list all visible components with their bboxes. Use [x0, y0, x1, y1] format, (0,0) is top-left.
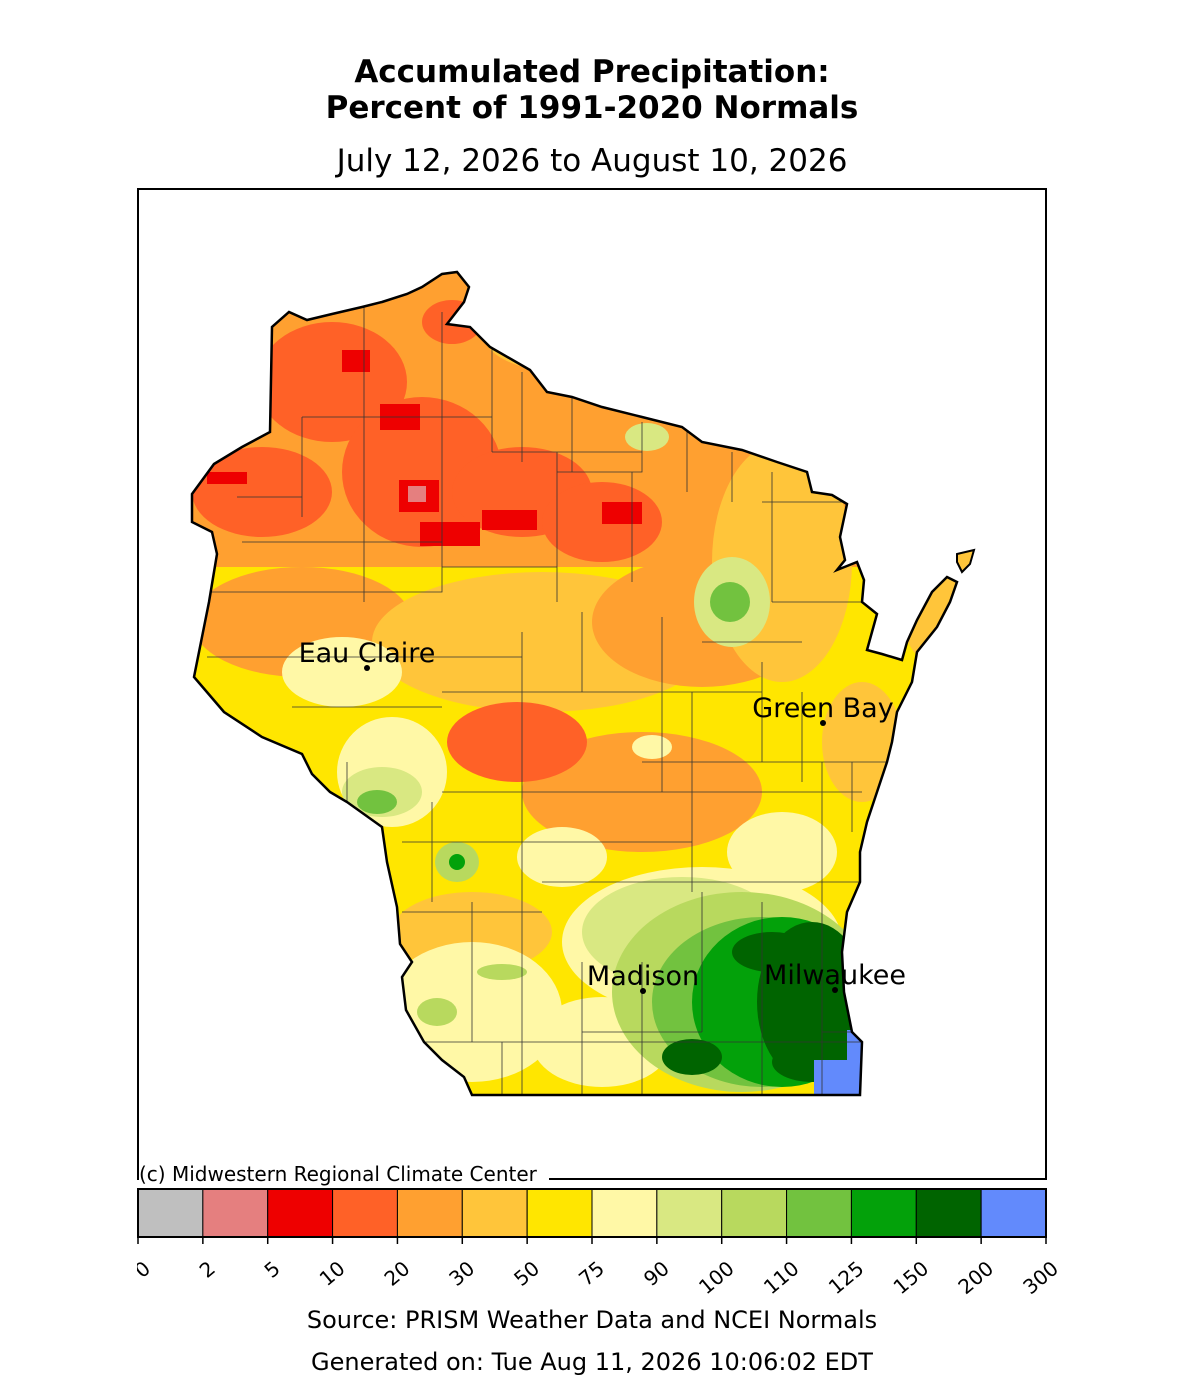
- source-text: Source: PRISM Weather Data and NCEI Norm…: [306, 1306, 878, 1334]
- legend-tick-label: 110: [759, 1256, 804, 1299]
- city-milwaukee: Milwaukee: [764, 960, 906, 993]
- legend-tick-label: 2: [195, 1256, 220, 1283]
- legend-swatch: [591, 1188, 658, 1238]
- legend-bar: 0 2 5 10 20 30 50 75 90 100 110 125 150 200 300: [130, 1188, 1063, 1299]
- island: [956, 548, 976, 574]
- legend-swatch: [850, 1188, 917, 1238]
- city-eau-claire: Eau Claire: [299, 638, 436, 671]
- legend-swatch: [980, 1188, 1047, 1238]
- legend-swatch: [332, 1188, 398, 1238]
- city-green-bay: Green Bay: [752, 693, 894, 726]
- wisconsin-map: Eau Claire Green Bay Madison Milwaukee: [190, 270, 976, 1097]
- legend-tick-label: 30: [444, 1256, 479, 1291]
- legend-tick-label: 50: [509, 1256, 544, 1291]
- generated-text: Generated on: Tue Aug 11, 2026 10:06:02 …: [311, 1348, 873, 1376]
- legend-swatch: [915, 1188, 982, 1238]
- legend-swatch: [137, 1188, 204, 1238]
- city-dot: [364, 665, 370, 671]
- city-label: Milwaukee: [764, 960, 906, 991]
- legend-tick-label: 200: [953, 1256, 998, 1299]
- legend-tick-label: 75: [574, 1256, 609, 1291]
- legend-swatch: [786, 1188, 852, 1238]
- city-dot: [832, 987, 838, 993]
- legend-tick-label: 125: [824, 1256, 869, 1299]
- legend-tick-label: 150: [889, 1256, 934, 1299]
- city-dot: [640, 988, 646, 994]
- legend-tick-label: 90: [639, 1256, 674, 1291]
- map-frame: Eau Claire Green Bay Madison Milwaukee: [137, 188, 1047, 1180]
- title-line-2: Percent of 1991-2020 Normals: [325, 90, 859, 126]
- legend-tick-label: 10: [315, 1256, 350, 1291]
- legend-tick-label: 0: [137, 1256, 155, 1283]
- county-boundaries: [202, 307, 892, 1095]
- date-range: July 12, 2026 to August 10, 2026: [336, 143, 848, 179]
- city-label: Eau Claire: [299, 638, 436, 669]
- legend-swatch: [526, 1188, 593, 1238]
- legend-swatch: [202, 1188, 269, 1238]
- city-dot: [820, 720, 826, 726]
- legend-tick-label: 20: [379, 1256, 414, 1291]
- legend-tick-label: 100: [694, 1256, 739, 1299]
- title-line-1: Accumulated Precipitation:: [354, 54, 830, 90]
- legend-swatch: [656, 1188, 723, 1238]
- legend-tick-label: 300: [1018, 1256, 1063, 1299]
- legend-tick-label: 5: [260, 1256, 285, 1283]
- legend-swatch: [396, 1188, 463, 1238]
- precip-color-field: [192, 272, 957, 1095]
- legend-swatch: [721, 1188, 788, 1238]
- city-madison: Madison: [587, 961, 699, 994]
- color-legend: 0 2 5 10 20 30 50 75 90 100 110 125 150 200 300: [130, 1188, 1077, 1304]
- city-label: Madison: [587, 961, 699, 992]
- legend-swatch: [461, 1188, 528, 1238]
- legend-swatch: [267, 1188, 334, 1238]
- state-outline: [190, 270, 959, 1097]
- credit-text: (c) Midwestern Regional Climate Center: [139, 1162, 549, 1186]
- city-label: Green Bay: [752, 693, 893, 724]
